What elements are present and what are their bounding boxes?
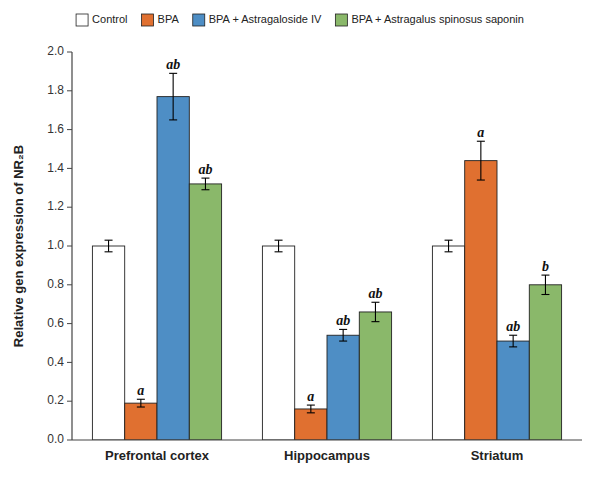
annotation: ab: [166, 57, 180, 72]
y-tick-label: 1.6: [47, 122, 64, 136]
y-tick: [67, 246, 72, 247]
error-bar: [307, 405, 315, 413]
error-bar: [477, 141, 485, 180]
y-tick-label: 1.0: [47, 238, 64, 252]
error-bar: [275, 240, 283, 252]
error-bar: [105, 240, 113, 252]
annotation: ab: [336, 313, 350, 328]
y-tick-label: 0.8: [47, 277, 64, 291]
bar: [125, 403, 157, 440]
bar: [465, 161, 497, 440]
y-tick: [67, 168, 72, 169]
annotation: b: [542, 259, 549, 274]
legend-item: Control: [76, 13, 127, 26]
y-tick-label: 0.6: [47, 316, 64, 330]
error-bar: [339, 329, 347, 341]
legend-item: BPA + Astragalus spinosus saponin: [335, 13, 524, 26]
series: [157, 73, 529, 440]
error-bar: [509, 335, 517, 347]
bar: [432, 246, 464, 440]
error-bar: [445, 240, 453, 252]
y-tick-label: 1.8: [47, 83, 64, 97]
bar: [189, 184, 221, 440]
y-axis-line: [71, 52, 72, 440]
bar: [359, 312, 391, 440]
legend-item: BPA + Astragaloside IV: [193, 13, 322, 26]
y-tick: [67, 52, 72, 53]
annotation: a: [477, 125, 484, 140]
plot-area: [92, 73, 561, 440]
annotation: a: [137, 383, 144, 398]
bar: [327, 335, 359, 440]
y-axis-label: Relative gen expression of NR₂B: [11, 145, 26, 347]
bar: [92, 246, 124, 440]
y-tick: [67, 440, 72, 441]
bar: [295, 409, 327, 440]
y-tick: [67, 362, 72, 363]
legend-label: BPA: [158, 13, 180, 25]
y-tick-label: 0.2: [47, 393, 64, 407]
error-bar: [169, 73, 177, 120]
error-bar: [201, 178, 209, 190]
bar: [529, 285, 561, 440]
legend-swatch: [193, 14, 205, 26]
y-tick: [67, 129, 72, 130]
annotation: ab: [368, 286, 382, 301]
legend-item: BPA: [142, 13, 180, 26]
legend-swatch: [335, 14, 347, 26]
y-tick: [67, 323, 72, 324]
x-tick-label: Striatum: [471, 448, 524, 463]
annotations: a a a ab ab ab ab ab b: [137, 57, 549, 404]
x-tick-label: Prefrontal cortex: [105, 448, 210, 463]
y-tick-label: 2.0: [47, 44, 64, 58]
y-tick: [67, 90, 72, 91]
series: [92, 240, 464, 440]
y-tick: [67, 401, 72, 402]
error-bar: [541, 275, 549, 294]
legend: Control BPA BPA + Astragaloside IV BPA + As…: [76, 13, 524, 26]
bar: [262, 246, 294, 440]
annotation: ab: [198, 162, 212, 177]
legend-label: BPA + Astragaloside IV: [209, 13, 322, 25]
legend-label: BPA + Astragalus spinosus saponin: [351, 13, 524, 25]
legend-swatch: [76, 14, 88, 26]
y-tick-label: 1.2: [47, 199, 64, 213]
error-bar: [371, 302, 379, 321]
y-tick-label: 0.4: [47, 355, 64, 369]
series: [189, 178, 561, 440]
x-axis: Prefrontal cortex Hippocampus Striatum: [105, 448, 523, 463]
y-axis: 0.0 0.2 0.4 0.6 0.8 1.0 1.2 1.4 1.6 1.8 2.0: [47, 44, 72, 446]
x-axis-line: [72, 439, 582, 440]
chart: 0.0 0.2 0.4 0.6 0.8 1.0 1.2 1.4 1.6 1.8 2.0 Relativ…: [0, 0, 600, 480]
error-bar: [137, 399, 145, 407]
y-tick: [67, 207, 72, 208]
bar: [157, 97, 189, 440]
y-tick-label: 1.4: [47, 161, 64, 175]
bar: [497, 341, 529, 440]
y-tick-label: 0.0: [47, 432, 64, 446]
x-tick-label: Hippocampus: [284, 448, 370, 463]
annotation: ab: [506, 319, 520, 334]
legend-label: Control: [92, 13, 127, 25]
y-tick: [67, 284, 72, 285]
annotation: a: [307, 389, 314, 404]
legend-swatch: [142, 14, 154, 26]
